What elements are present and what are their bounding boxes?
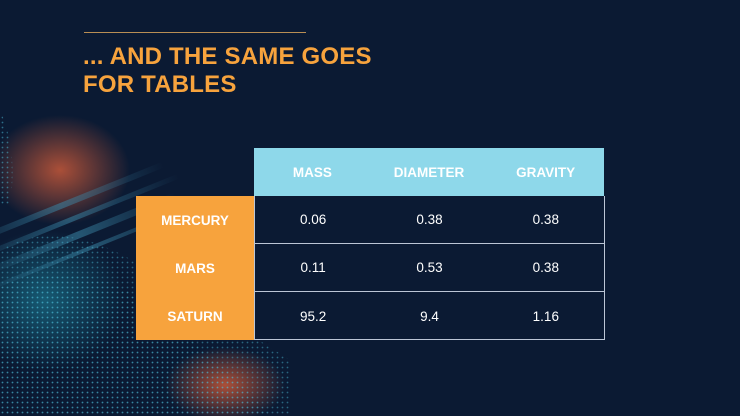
header-gravity: GRAVITY xyxy=(516,164,576,180)
title-line-2: FOR TABLES xyxy=(83,71,237,98)
cell-saturn-diameter: 9.4 xyxy=(420,308,439,324)
table-row: 95.2 9.4 1.16 xyxy=(255,292,604,340)
cell-mercury-gravity: 0.38 xyxy=(532,212,559,227)
slide-title: ... AND THE SAME GOES FOR TABLES xyxy=(83,43,503,99)
row-label-mars: MARS xyxy=(175,260,215,276)
title-line-1: ... AND THE SAME GOES xyxy=(83,43,372,70)
title-rule xyxy=(84,32,306,33)
row-label-saturn: SATURN xyxy=(167,308,223,324)
header-mass: MASS xyxy=(292,164,332,180)
cell-mars-diameter: 0.53 xyxy=(416,260,443,275)
table-body: 0.06 0.38 0.38 0.11 0.53 0.38 95.2 9.4 1… xyxy=(254,196,605,340)
cell-mars-gravity: 0.38 xyxy=(532,260,559,275)
table-row: 0.11 0.53 0.38 xyxy=(255,244,604,292)
table-row: 0.06 0.38 0.38 xyxy=(255,196,604,244)
cell-mercury-diameter: 0.38 xyxy=(416,212,443,227)
table-header-row: MASS DIAMETER GRAVITY xyxy=(254,148,604,196)
row-label-column: MERCURY MARS SATURN xyxy=(136,196,254,340)
header-diameter: DIAMETER xyxy=(393,164,465,180)
row-label-mercury: MERCURY xyxy=(161,212,229,228)
cell-saturn-mass: 95.2 xyxy=(300,308,327,324)
cell-saturn-gravity: 1.16 xyxy=(532,308,559,324)
cell-mars-mass: 0.11 xyxy=(300,260,326,275)
cell-mercury-mass: 0.06 xyxy=(300,212,327,227)
